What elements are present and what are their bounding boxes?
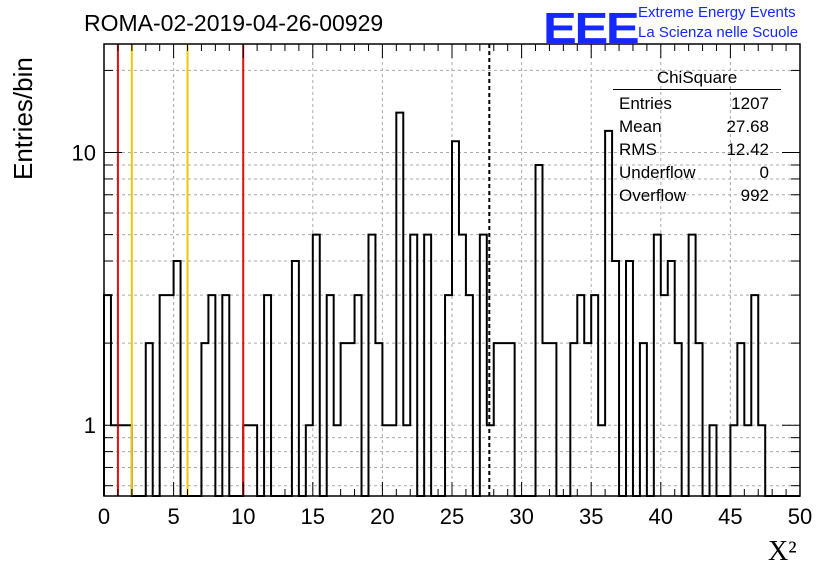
- x-tick-label: 35: [579, 504, 603, 529]
- histogram-bin: [222, 295, 229, 496]
- histogram-bin: [542, 343, 549, 496]
- stats-title: ChiSquare: [613, 68, 781, 90]
- histogram-bin: [348, 343, 355, 496]
- histogram-bin: [424, 235, 431, 496]
- histogram-bin: [626, 261, 633, 496]
- x-tick-label: 0: [98, 504, 110, 529]
- x-tick-label: 15: [301, 504, 325, 529]
- y-axis-label: Entries/bin: [8, 57, 38, 180]
- x-tick-label: 50: [788, 504, 812, 529]
- x-tick-label: 30: [509, 504, 533, 529]
- stats-row-rms: RMS 12.42: [613, 138, 781, 161]
- x-axis-label: X²: [768, 536, 797, 567]
- histogram-bin: [355, 295, 362, 496]
- histogram-series: [103, 111, 800, 497]
- stats-label: Overflow: [619, 186, 687, 205]
- histogram-bin: [410, 235, 417, 496]
- histogram-bin: [396, 113, 403, 496]
- histogram-bin: [264, 295, 271, 496]
- histogram-bin: [501, 343, 508, 496]
- histogram-bin: [751, 295, 758, 496]
- histogram-bin: [536, 165, 543, 496]
- x-tick-label: 40: [649, 504, 673, 529]
- histogram-bin: [675, 343, 682, 496]
- histogram-bin: [570, 343, 577, 496]
- x-tick-label: 25: [440, 504, 464, 529]
- histogram-bin: [605, 131, 612, 496]
- stats-value: 992: [740, 186, 769, 205]
- histogram-bin: [160, 295, 167, 496]
- histogram-bin: [584, 343, 591, 496]
- histogram-bin: [459, 235, 466, 496]
- stats-value: 27.68: [726, 117, 769, 136]
- histogram-bin: [668, 261, 675, 496]
- y-tick-label: 10: [72, 141, 96, 166]
- histogram-bin: [292, 261, 299, 496]
- histogram-bin: [146, 343, 153, 496]
- stats-value: 12.42: [726, 140, 769, 159]
- eee-logo: EEE: [543, 4, 640, 53]
- histogram-bin: [640, 343, 647, 496]
- x-tick-label: 10: [231, 504, 255, 529]
- histogram-bin: [201, 343, 208, 496]
- histogram-bin: [689, 235, 696, 496]
- histogram-bin: [327, 295, 334, 496]
- histogram-bin: [466, 295, 473, 496]
- histogram-bin: [737, 343, 744, 496]
- stats-label: Entries: [619, 94, 672, 113]
- x-tick-label: 20: [370, 504, 394, 529]
- histogram-bin: [661, 295, 668, 496]
- histogram-bin: [654, 235, 661, 496]
- stats-value: 1207: [731, 94, 769, 113]
- x-tick-label: 45: [718, 504, 742, 529]
- x-tick-label: 5: [167, 504, 179, 529]
- histogram-bin: [591, 295, 598, 496]
- histogram-bin: [174, 261, 181, 496]
- histogram-bin: [208, 295, 215, 496]
- stats-box: ChiSquare Entries 1207 Mean 27.68 RMS 12…: [613, 68, 781, 207]
- histogram-bin: [368, 235, 375, 496]
- stats-row-mean: Mean 27.68: [613, 115, 781, 138]
- stats-row-underflow: Underflow 0: [613, 161, 781, 184]
- stats-label: RMS: [619, 140, 657, 159]
- stats-row-entries: Entries 1207: [613, 92, 781, 115]
- histogram-bin: [696, 343, 703, 496]
- logo-tagline-1: Extreme Energy Events: [638, 4, 796, 21]
- histogram-bin: [577, 295, 584, 496]
- histogram-bin: [167, 295, 174, 496]
- histogram-bin: [104, 295, 111, 496]
- histogram-bin: [341, 343, 348, 496]
- histogram-bin: [375, 343, 382, 496]
- histogram-bin: [494, 343, 501, 496]
- histogram-bin: [549, 343, 556, 496]
- histogram-bin: [480, 235, 487, 496]
- run-title: ROMA-02-2019-04-26-00929: [84, 10, 384, 36]
- histogram-bin: [508, 343, 515, 496]
- histogram-bin: [445, 295, 452, 496]
- stats-label: Mean: [619, 117, 662, 136]
- stats-label: Underflow: [619, 163, 696, 182]
- logo-tagline-2: La Scienza nelle Scuole: [638, 24, 799, 41]
- y-tick-label: 1: [84, 413, 96, 438]
- histogram-bin: [313, 235, 320, 496]
- stats-value: 0: [759, 163, 769, 182]
- histogram-bin: [612, 261, 619, 496]
- stats-row-overflow: Overflow 992: [613, 184, 781, 207]
